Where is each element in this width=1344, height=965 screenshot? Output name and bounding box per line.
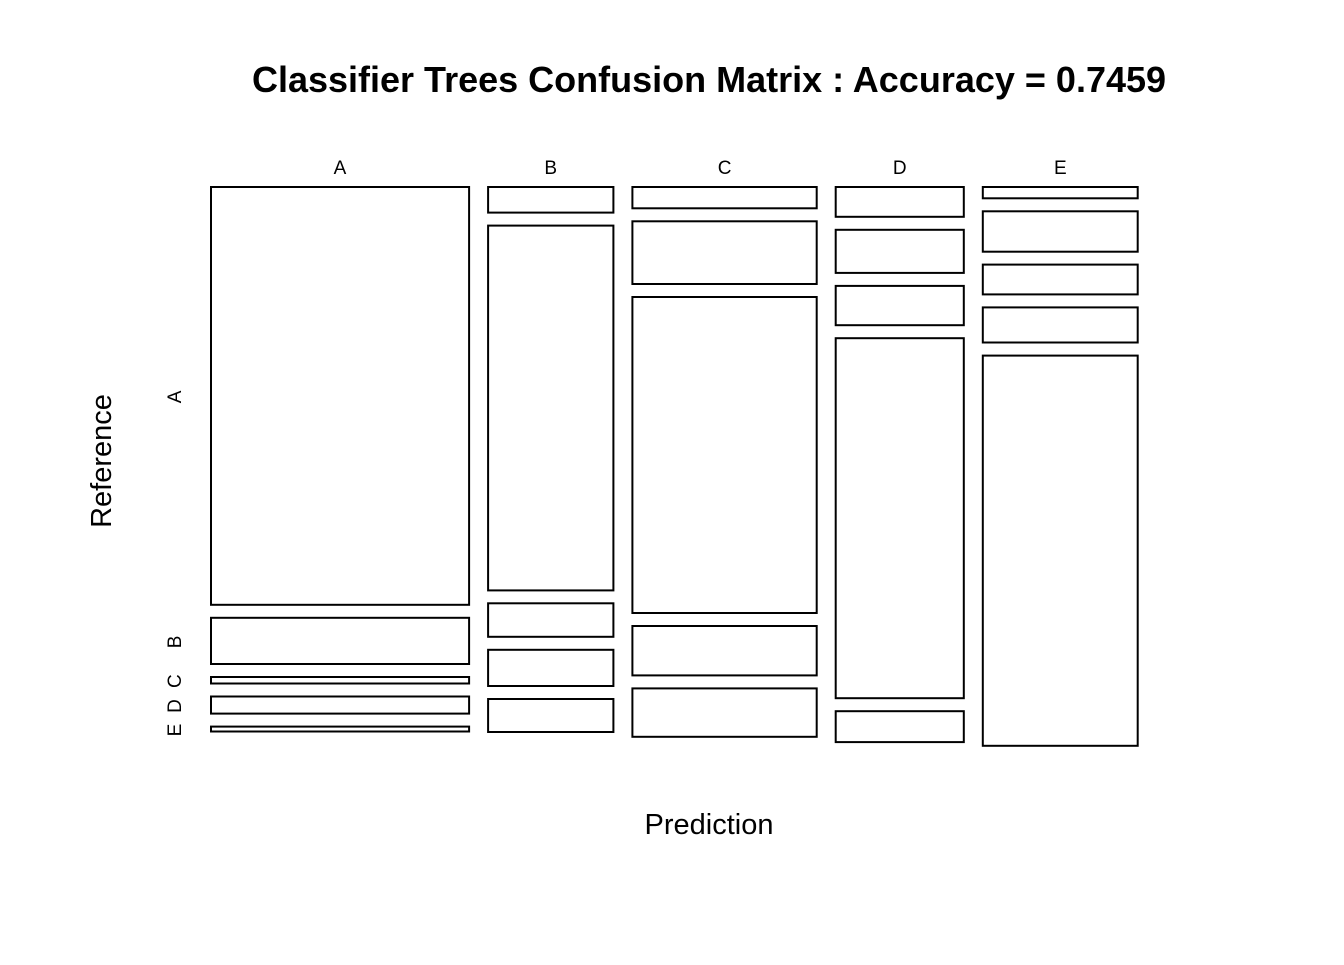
mosaic-tile	[210, 616, 471, 665]
mosaic-tile	[981, 186, 1139, 200]
y-tick-labels: A B CDE	[165, 390, 186, 736]
y-tick-label: B	[165, 636, 186, 649]
mosaic-tiles	[210, 186, 1139, 747]
mosaic-tile	[210, 676, 471, 685]
y-tick-label: E	[165, 724, 186, 737]
x-tick-label: C	[718, 158, 732, 179]
mosaic-tile	[210, 725, 471, 733]
mosaic-tile	[210, 695, 471, 715]
mosaic-tile	[487, 186, 615, 214]
y-axis-title: Reference	[86, 394, 118, 528]
mosaic-tile	[631, 186, 818, 210]
x-tick-label: A	[334, 158, 347, 179]
y-tick-label: C	[165, 674, 186, 688]
y-tick-label: A	[165, 390, 186, 403]
x-axis-title: Prediction	[645, 809, 774, 841]
mosaic-tile	[487, 602, 615, 638]
mosaic-tile	[834, 710, 965, 744]
chart-title: Classifier Trees Confusion Matrix : Accu…	[252, 59, 1166, 100]
mosaic-tile	[210, 186, 471, 606]
y-tick-label: D	[165, 699, 186, 713]
mosaic-tile	[834, 337, 965, 700]
mosaic-tile	[631, 220, 818, 286]
mosaic-tile	[834, 186, 965, 218]
mosaic-tile	[487, 224, 615, 592]
mosaic-tile	[834, 284, 965, 327]
x-tick-labels: A B C D E	[334, 158, 1067, 179]
mosaic-tile	[631, 687, 818, 738]
mosaic-tile	[981, 306, 1139, 344]
mosaic-tile	[487, 698, 615, 733]
x-tick-label: B	[544, 158, 557, 179]
mosaic-tile	[981, 263, 1139, 296]
mosaic-tile	[631, 625, 818, 677]
mosaic-tile	[487, 648, 615, 687]
x-tick-label: D	[893, 158, 907, 179]
x-tick-label: E	[1054, 158, 1067, 179]
mosaic-tile	[834, 228, 965, 274]
mosaic-tile	[981, 210, 1139, 253]
mosaic-tile	[631, 296, 818, 614]
mosaic-tile	[981, 354, 1139, 747]
